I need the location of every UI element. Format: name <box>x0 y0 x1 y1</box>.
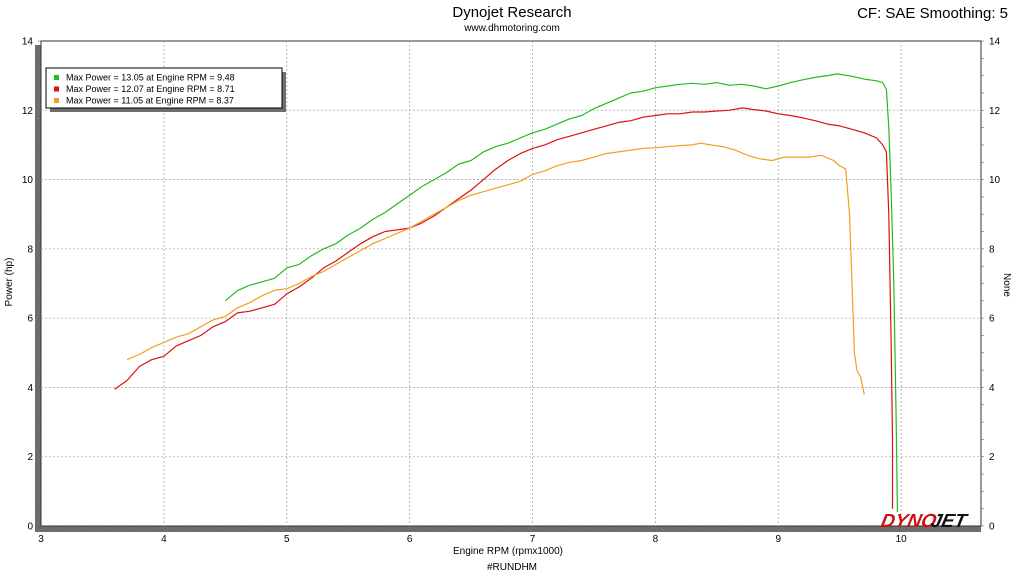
x-tick-label: 4 <box>161 534 167 545</box>
y-tick-label: 2 <box>27 452 33 463</box>
footer-tag: #RUNDHM <box>487 562 537 573</box>
logo-part-jet: JET <box>929 511 970 532</box>
plot-area <box>40 40 982 527</box>
chart-subtitle: www.dhmotoring.com <box>464 23 560 34</box>
legend-box <box>45 67 283 109</box>
dynojet-logo: DYNO JET <box>879 511 970 532</box>
y2-tick-label: 0 <box>989 522 995 533</box>
y2-tick-label: 2 <box>989 452 995 463</box>
y2-tick-label: 6 <box>989 314 995 325</box>
x-axis-label: Engine RPM (rpmx1000) <box>453 546 563 557</box>
plot-shadow-left <box>35 45 41 532</box>
x-tick-label: 9 <box>775 534 781 545</box>
legend-swatch-3 <box>54 98 59 103</box>
y-tick-label: 14 <box>22 37 34 48</box>
y-tick-label: 12 <box>22 106 34 117</box>
y2-tick-label: 12 <box>989 106 1001 117</box>
y-axis-label: Power (hp) <box>4 258 15 307</box>
y2-tick-label: 14 <box>989 37 1001 48</box>
chart-title: Dynojet Research <box>452 4 572 21</box>
x-tick-label: 7 <box>530 534 536 545</box>
x-tick-label: 3 <box>38 534 44 545</box>
y2-tick-label: 8 <box>989 244 995 255</box>
x-tick-label: 5 <box>284 534 290 545</box>
y-tick-label: 8 <box>27 244 33 255</box>
legend-swatch-2 <box>54 86 59 92</box>
legend-swatch-1 <box>54 75 59 80</box>
y2-tick-label: 10 <box>989 175 1001 186</box>
secondary-y-axis-label: None <box>1001 273 1012 297</box>
legend-entry-2: Max Power = 12.07 at Engine RPM = 8.71 <box>66 84 235 94</box>
correction-factor-label: CF: SAE Smoothing: 5 <box>857 5 1008 22</box>
x-tick-label: 8 <box>653 534 659 545</box>
y-tick-label: 4 <box>27 383 33 394</box>
legend-entry-3: Max Power = 11.05 at Engine RPM = 8.37 <box>66 96 234 106</box>
x-tick-label: 10 <box>896 534 908 545</box>
series-line-2 <box>114 107 894 509</box>
legend-entry-1: Max Power = 13.05 at Engine RPM = 9.48 <box>66 73 235 83</box>
logo-part-dyno: DYNO <box>879 511 938 532</box>
x-tick-label: 6 <box>407 534 413 545</box>
y-tick-label: 6 <box>27 314 33 325</box>
y-tick-label: 10 <box>22 175 34 186</box>
y-tick-label: 0 <box>27 522 33 533</box>
series-line-3 <box>126 142 865 395</box>
series-line-1 <box>224 73 898 513</box>
y2-tick-label: 4 <box>989 383 995 394</box>
